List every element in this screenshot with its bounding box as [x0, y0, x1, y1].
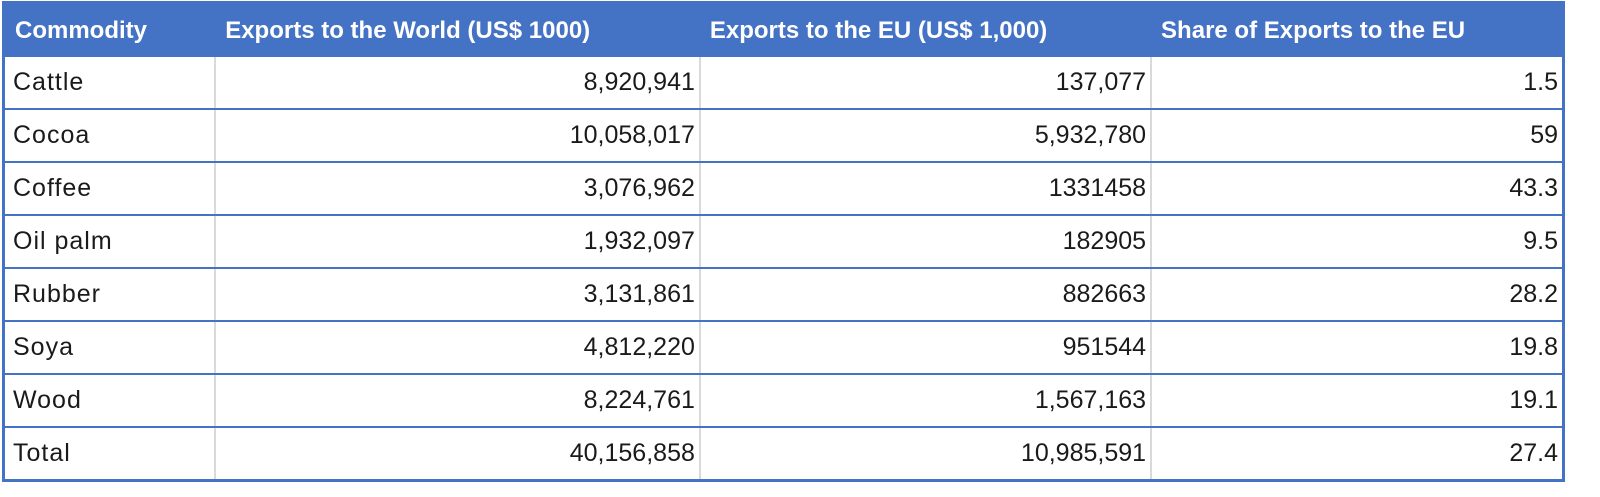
- cell-exports-eu[interactable]: 1,567,163: [698, 374, 1152, 428]
- cell-exports-world[interactable]: 4,812,220: [214, 321, 700, 375]
- cell-exports-world[interactable]: 3,076,962: [214, 162, 700, 216]
- cell-share-eu[interactable]: 9.5: [1150, 215, 1564, 269]
- header-commodity: Commodity: [3, 2, 216, 57]
- cell-commodity[interactable]: Total: [3, 427, 216, 482]
- cell-exports-world[interactable]: 1,932,097: [214, 215, 700, 269]
- cell-exports-world[interactable]: 3,131,861: [214, 268, 700, 322]
- cell-exports-eu[interactable]: 10,985,591: [698, 427, 1152, 482]
- header-share-eu: Share of Exports to the EU: [1151, 2, 1564, 57]
- cell-share-eu[interactable]: 28.2: [1150, 268, 1564, 322]
- cell-commodity[interactable]: Wood: [3, 374, 216, 428]
- header-row: Commodity Exports to the World (US$ 1000…: [3, 2, 1564, 57]
- cell-exports-eu[interactable]: 1331458: [698, 162, 1152, 216]
- header-exports-eu: Exports to the EU (US$ 1,000): [699, 2, 1152, 57]
- cell-commodity[interactable]: Cattle: [3, 57, 216, 110]
- cell-exports-world[interactable]: 8,224,761: [214, 374, 700, 428]
- cell-exports-eu[interactable]: 951544: [698, 321, 1152, 375]
- header-exports-world: Exports to the World (US$ 1000): [215, 2, 700, 57]
- table-row: Wood 8,224,761 1,567,163 19.1: [3, 374, 1564, 428]
- cell-commodity[interactable]: Cocoa: [3, 109, 216, 163]
- commodity-exports-table: Commodity Exports to the World (US$ 1000…: [2, 1, 1565, 482]
- table-row: Soya 4,812,220 951544 19.8: [3, 321, 1564, 375]
- table-row: Cattle 8,920,941 137,077 1.5: [3, 57, 1564, 110]
- cell-share-eu[interactable]: 27.4: [1150, 427, 1564, 482]
- table-row: Cocoa 10,058,017 5,932,780 59: [3, 109, 1564, 163]
- cell-share-eu[interactable]: 19.1: [1150, 374, 1564, 428]
- cell-share-eu[interactable]: 43.3: [1150, 162, 1564, 216]
- cell-exports-world[interactable]: 10,058,017: [214, 109, 700, 163]
- cell-share-eu[interactable]: 19.8: [1150, 321, 1564, 375]
- cell-exports-eu[interactable]: 137,077: [698, 57, 1152, 110]
- cell-exports-eu[interactable]: 5,932,780: [698, 109, 1152, 163]
- cell-commodity[interactable]: Soya: [3, 321, 216, 375]
- table-row: Oil palm 1,932,097 182905 9.5: [3, 215, 1564, 269]
- cell-exports-world[interactable]: 8,920,941: [214, 57, 700, 110]
- cell-exports-eu[interactable]: 882663: [698, 268, 1152, 322]
- cell-share-eu[interactable]: 59: [1150, 109, 1564, 163]
- cell-share-eu[interactable]: 1.5: [1150, 57, 1564, 110]
- cell-commodity[interactable]: Coffee: [3, 162, 216, 216]
- cell-exports-world[interactable]: 40,156,858: [214, 427, 700, 482]
- cell-commodity[interactable]: Oil palm: [3, 215, 216, 269]
- table-row: Rubber 3,131,861 882663 28.2: [3, 268, 1564, 322]
- total-row: Total 40,156,858 10,985,591 27.4: [3, 427, 1564, 482]
- table-row: Coffee 3,076,962 1331458 43.3: [3, 162, 1564, 216]
- cell-commodity[interactable]: Rubber: [3, 268, 216, 322]
- cell-exports-eu[interactable]: 182905: [698, 215, 1152, 269]
